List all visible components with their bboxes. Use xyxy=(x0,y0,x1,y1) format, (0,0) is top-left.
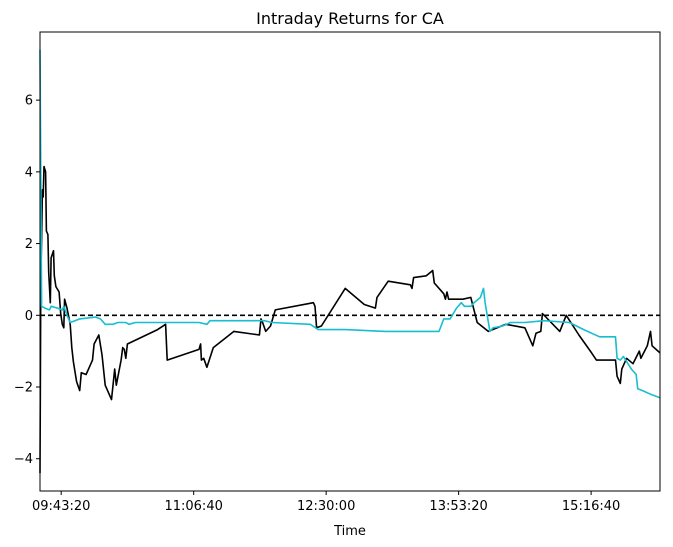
y-tick-label: 4 xyxy=(25,165,33,180)
x-axis-label: Time xyxy=(333,524,366,539)
series-line-1 xyxy=(39,165,661,474)
x-tick-label: 15:16:40 xyxy=(562,499,620,514)
y-tick-label: 0 xyxy=(25,309,33,324)
x-tick-label: 13:53:20 xyxy=(429,499,487,514)
series-line-2 xyxy=(39,49,661,399)
y-tick-label: −4 xyxy=(14,452,33,467)
x-tick-label: 09:43:20 xyxy=(32,499,90,514)
y-tick-label: 2 xyxy=(25,237,33,252)
plot-area: −4 −2 0 2 4 6 09:43:20 11:06:40 12:30:00 13:53:20… xyxy=(14,31,661,514)
x-tick-label: 12:30:00 xyxy=(297,499,355,514)
axes-frame xyxy=(39,31,661,492)
x-tick-label: 11:06:40 xyxy=(164,499,222,514)
y-tick-label: −2 xyxy=(14,381,33,396)
y-tick-label: 6 xyxy=(25,94,33,109)
chart-title: Intraday Returns for CA xyxy=(256,9,444,28)
